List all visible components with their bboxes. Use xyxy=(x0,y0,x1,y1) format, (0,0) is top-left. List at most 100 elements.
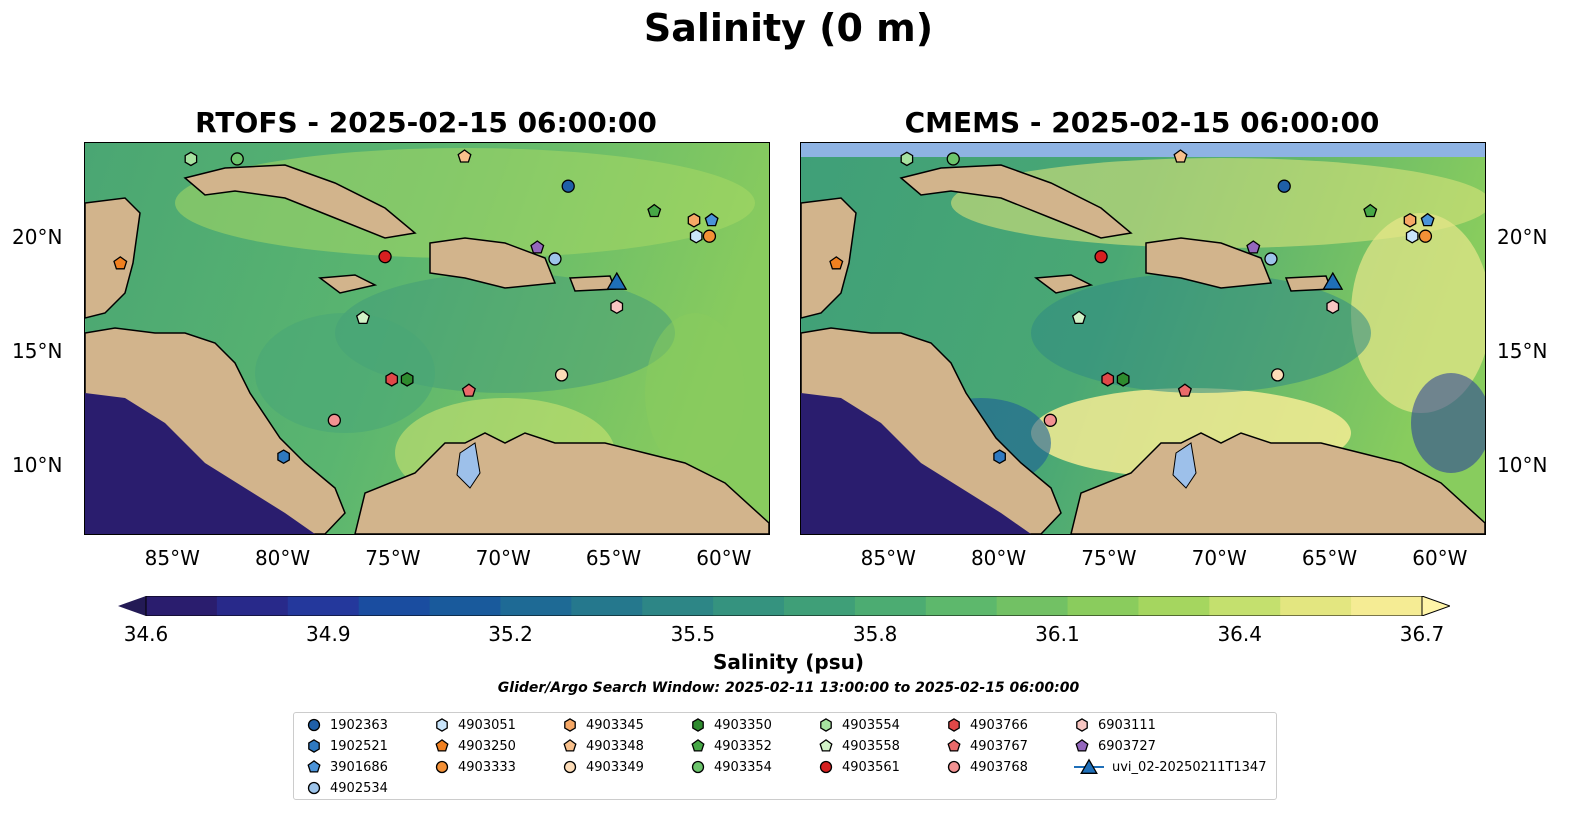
lon-label: 80°W xyxy=(254,546,311,570)
legend-label: 4903558 xyxy=(842,738,900,754)
colorbar-tick-label: 34.9 xyxy=(306,622,351,646)
legend-marker xyxy=(307,718,321,732)
colorbar-tick-label: 36.1 xyxy=(1035,622,1080,646)
float-marker-4903561 xyxy=(378,250,392,264)
lon-label: 60°W xyxy=(1412,546,1468,570)
colorbar-cell xyxy=(146,596,218,616)
float-marker-4903051 xyxy=(1405,228,1419,244)
lat-label-left: 20°N xyxy=(12,225,63,250)
colorbar-tick-label: 35.8 xyxy=(852,622,898,646)
colorbar-cell xyxy=(1067,596,1139,616)
legend-marker xyxy=(819,739,833,752)
legend-label: 3901686 xyxy=(330,759,388,775)
colorbar-cell xyxy=(287,596,360,616)
colorbar-cell xyxy=(1138,596,1210,616)
figure-title: Salinity (0 m) xyxy=(643,6,934,50)
lon-label: 65°W xyxy=(585,546,642,570)
legend-label: 4903349 xyxy=(586,759,644,775)
panel-title-rtofs: RTOFS - 2025-02-15 06:00:00 xyxy=(195,106,657,139)
float-marker-4903349 xyxy=(554,368,569,382)
lon-label: 70°W xyxy=(1191,546,1247,570)
colorbar-tick-label: 36.7 xyxy=(1399,622,1445,646)
float-marker-6903111 xyxy=(1326,299,1340,315)
legend-item: 4903349 xyxy=(562,757,644,777)
float-marker-6903727 xyxy=(530,240,545,254)
legend-item: 4903333 xyxy=(434,757,516,777)
lat-label-left: 15°N xyxy=(12,339,63,364)
colorbar-cell xyxy=(500,596,572,616)
legend-marker xyxy=(435,739,449,752)
colorbar-high-extend xyxy=(1421,596,1450,616)
float-marker-uvi_02-20250211T1347 xyxy=(606,271,628,290)
float-marker-4903051 xyxy=(689,228,703,244)
legend-marker xyxy=(819,760,833,774)
float-marker-4902534 xyxy=(1264,252,1278,266)
legend-marker xyxy=(948,718,960,732)
legend-item: 4903766 xyxy=(946,715,1028,735)
legend-item: 1902521 xyxy=(306,736,388,756)
legend-label: 4903354 xyxy=(714,759,772,775)
colorbar-cell xyxy=(216,596,289,616)
legend-label: 4903554 xyxy=(842,717,900,733)
search-window: Glider/Argo Search Window: 2025-02-11 13… xyxy=(497,680,1080,696)
float-marker-4903767 xyxy=(461,383,476,397)
float-marker-4903345 xyxy=(687,212,701,228)
legend-marker xyxy=(691,760,705,774)
colorbar-cell xyxy=(642,596,714,616)
float-marker-4903350 xyxy=(400,372,414,387)
legend-label: 4903767 xyxy=(970,738,1028,754)
float-marker-4903352 xyxy=(647,203,662,218)
legend-item: 6903727 xyxy=(1074,736,1156,756)
legend-label: uvi_02-20250211T1347 xyxy=(1112,759,1267,775)
colorbar-tick-label: 35.2 xyxy=(488,622,533,646)
colorbar-cell xyxy=(854,596,927,616)
legend-label: 6903111 xyxy=(1098,717,1156,733)
float-marker-4903554 xyxy=(184,151,198,167)
legend-item: 4903561 xyxy=(818,757,900,777)
legend-marker xyxy=(564,718,576,732)
legend-item: 4903348 xyxy=(562,736,644,756)
float-marker-4903554 xyxy=(900,151,914,167)
colorbar-cell xyxy=(571,596,643,616)
legend-marker xyxy=(563,760,577,774)
lat-label-left: 10°N xyxy=(12,452,63,477)
colorbar-cell xyxy=(1351,596,1423,616)
legend-label: 4903350 xyxy=(714,717,772,733)
legend-marker xyxy=(947,739,961,752)
float-marker-3901686 xyxy=(1420,212,1435,227)
lon-label: 60°W xyxy=(696,546,752,570)
float-marker-4903348 xyxy=(1173,149,1188,163)
float-marker-4903350 xyxy=(1116,372,1130,387)
legend-item: uvi_02-20250211T1347 xyxy=(1074,757,1266,777)
legend-label: 4903766 xyxy=(970,717,1028,733)
legend-marker xyxy=(1080,758,1098,774)
float-marker-4903766 xyxy=(1101,372,1115,387)
float-marker-6903727 xyxy=(1246,240,1261,254)
float-marker-4903345 xyxy=(1403,212,1417,228)
legend-marker xyxy=(692,718,704,732)
colorbar-tick-label: 35.5 xyxy=(670,622,716,646)
float-marker-4903768 xyxy=(1043,413,1057,427)
colorbar-low-extend xyxy=(118,596,146,616)
float-marker-4903558 xyxy=(1071,310,1087,325)
lon-label: 65°W xyxy=(1301,546,1358,570)
float-marker-4903250 xyxy=(829,256,844,270)
float-marker-4903250 xyxy=(113,256,128,270)
lon-label: 80°W xyxy=(970,546,1027,570)
legend-label: 1902363 xyxy=(330,717,388,733)
legend-label: 6903727 xyxy=(1098,738,1156,754)
legend-label: 4903561 xyxy=(842,759,900,775)
legend-marker xyxy=(435,760,449,774)
float-marker-6903111 xyxy=(610,299,624,315)
legend-marker xyxy=(563,739,577,752)
legend-marker xyxy=(691,739,705,752)
legend-item: 4903767 xyxy=(946,736,1028,756)
legend-label: 4902534 xyxy=(330,780,388,796)
colorbar-cell xyxy=(358,596,431,616)
colorbar xyxy=(118,596,1450,616)
legend-label: 4903768 xyxy=(970,759,1028,775)
legend-item: 4903768 xyxy=(946,757,1028,777)
legend-marker xyxy=(820,718,832,732)
legend-item: 1902363 xyxy=(306,715,388,735)
float-marker-4902534 xyxy=(548,252,562,266)
